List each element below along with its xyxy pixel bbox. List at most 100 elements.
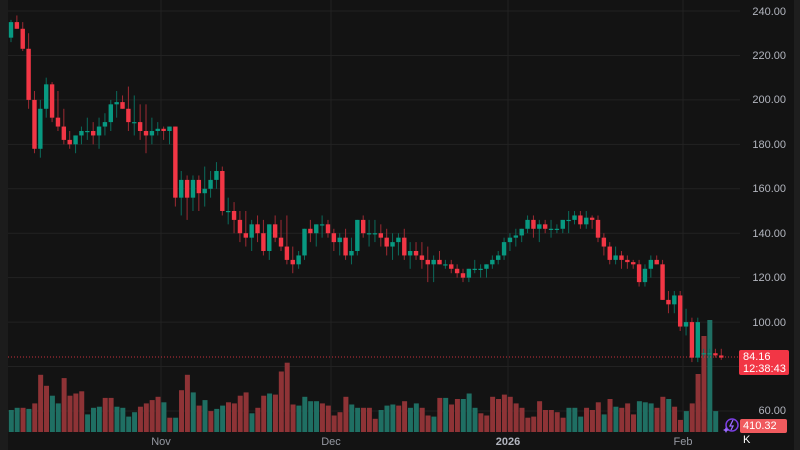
volume-bar	[560, 417, 566, 432]
candle	[296, 255, 301, 265]
candle	[261, 233, 266, 251]
volume-bar	[114, 406, 120, 432]
candle	[537, 224, 542, 229]
candle	[79, 131, 84, 136]
volume-bar	[413, 403, 419, 432]
candle	[625, 259, 630, 263]
candle	[402, 237, 407, 256]
volume-bar	[660, 396, 666, 432]
candle	[255, 224, 260, 234]
volume-bar	[132, 412, 138, 432]
candle	[719, 355, 724, 358]
candle	[372, 233, 378, 235]
volume-bar	[173, 417, 179, 432]
candle	[419, 255, 425, 260]
volume-bar	[501, 394, 507, 432]
candle	[636, 264, 642, 283]
left-edge-strip	[0, 0, 8, 450]
candle	[460, 273, 466, 278]
volume-bar	[267, 393, 273, 432]
time-axis-label-2026: 2026	[495, 436, 521, 448]
price-axis-label: 240.00	[752, 6, 786, 18]
candle	[431, 259, 436, 265]
volume-bar	[196, 405, 202, 432]
volume-bar	[443, 397, 449, 432]
volume-bar	[683, 411, 689, 432]
volume-bar	[525, 417, 531, 432]
last-price-tag: 84.16 12:38:43	[739, 350, 789, 375]
candle	[96, 126, 102, 136]
volume-bar	[85, 414, 91, 432]
volume-bar	[613, 406, 619, 432]
volume-bar	[126, 416, 132, 432]
candle	[396, 237, 401, 243]
candle	[566, 219, 571, 222]
time-axis-label-dec: Dec	[321, 436, 341, 448]
candle	[484, 264, 489, 269]
volume-bar	[642, 402, 648, 432]
volume-bar	[542, 410, 548, 432]
volume-bar	[167, 417, 173, 432]
candle	[554, 228, 560, 230]
time-axis-label-feb: Feb	[673, 436, 693, 448]
price-axis-label: 100.00	[752, 317, 786, 329]
volume-tag: 410.32 K	[740, 419, 787, 446]
volume-bar	[355, 407, 361, 432]
volume-bar	[537, 401, 543, 432]
candle	[595, 219, 601, 238]
volume-bar	[384, 405, 390, 432]
candle	[496, 255, 501, 260]
volume-bar	[484, 415, 490, 432]
candle	[548, 228, 554, 230]
candle	[167, 126, 172, 131]
candle	[478, 268, 483, 270]
candle	[349, 251, 354, 256]
candle	[390, 242, 395, 247]
candle	[443, 264, 448, 266]
volume-bar	[337, 412, 343, 432]
candle	[619, 255, 624, 260]
candle	[695, 322, 700, 358]
volume-bar	[478, 413, 484, 432]
volume-bar	[548, 410, 554, 432]
candle	[8, 22, 14, 38]
volume-bar	[449, 404, 455, 432]
candle	[513, 235, 519, 238]
candle	[67, 139, 72, 145]
candle	[507, 237, 513, 243]
candle	[437, 259, 442, 265]
candle	[519, 228, 524, 236]
volume-bar	[314, 401, 320, 432]
volume-bar	[278, 371, 284, 432]
candle	[137, 122, 143, 131]
volume-bar	[214, 408, 220, 432]
volume-bar	[496, 399, 502, 432]
volume-bar	[231, 403, 237, 432]
candle	[114, 102, 119, 105]
volume-bar	[672, 406, 678, 432]
flash-sparkle-icon[interactable]	[723, 417, 739, 433]
volume-bar	[184, 374, 190, 432]
candle	[44, 84, 49, 109]
volume-bar	[225, 402, 231, 432]
candle	[55, 117, 61, 127]
candle	[366, 233, 372, 235]
volume-bar	[390, 404, 396, 432]
candle	[314, 224, 319, 234]
candle	[49, 84, 55, 118]
price-axis-label: 140.00	[752, 228, 786, 240]
volume-bar	[631, 414, 637, 432]
volume-bar	[713, 411, 719, 432]
price-axis-label: 120.00	[752, 272, 786, 284]
volume-bar	[689, 403, 695, 432]
volume-bar	[601, 414, 607, 432]
candle	[302, 228, 307, 256]
volume-bar	[120, 407, 126, 432]
candle	[143, 131, 149, 136]
volume-bar	[378, 410, 384, 432]
volume-bar	[32, 403, 38, 432]
candle	[648, 259, 654, 269]
candle	[61, 126, 67, 140]
